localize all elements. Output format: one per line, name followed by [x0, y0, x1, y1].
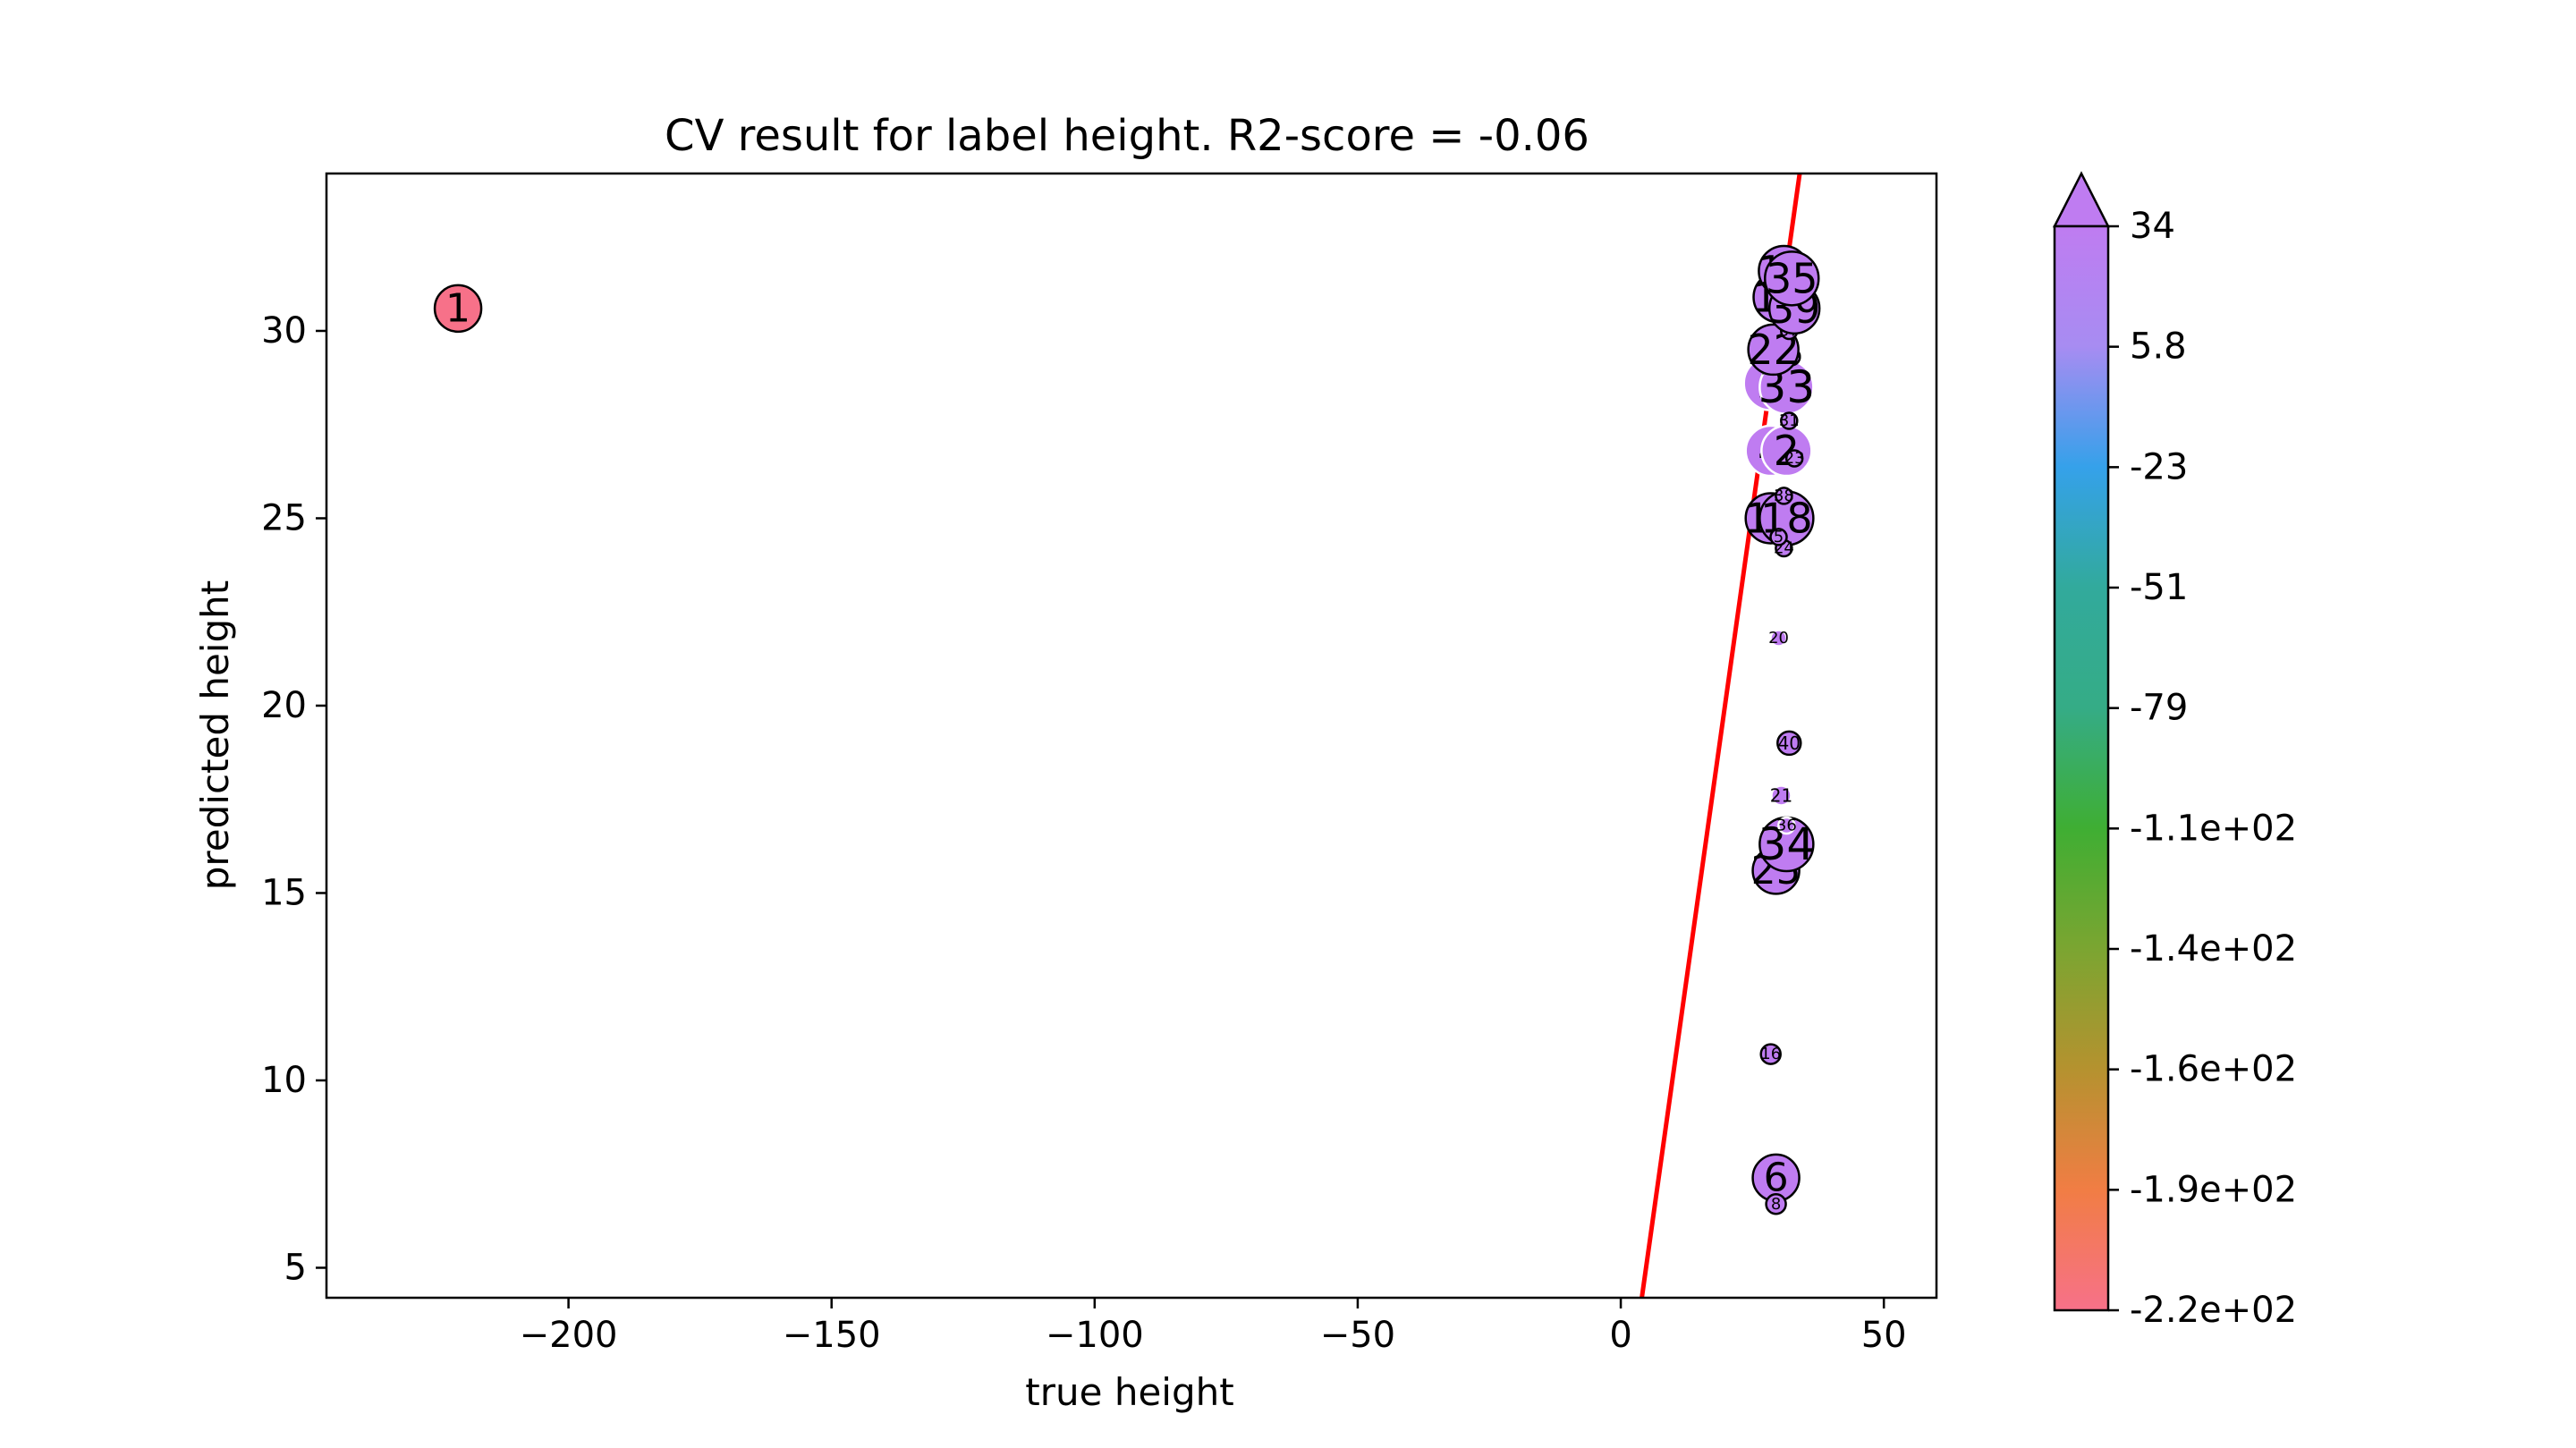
point-label: 38: [1774, 487, 1794, 505]
axes: −200 −150 −100 −50 0 50 5 10 15 20 25 30: [261, 310, 1907, 1356]
y-tick-label: 25: [261, 497, 307, 538]
x-tick-label: −50: [1320, 1315, 1395, 1356]
point-label: 20: [1768, 629, 1789, 648]
point-label: 6: [1764, 1155, 1789, 1200]
colorbar-gradient: [2053, 224, 2110, 1312]
x-tick-label: 50: [1861, 1315, 1907, 1356]
x-axis-label: true height: [1025, 1370, 1233, 1414]
colorbar-tick-label: -1.4e+02: [2130, 928, 2297, 970]
data-point: [1763, 250, 1820, 307]
data-point: [1780, 411, 1799, 430]
y-tick-label: 15: [261, 872, 307, 913]
colorbar-tick-label: -23: [2130, 446, 2188, 487]
point-label: 36: [1776, 817, 1797, 835]
data-point: [1775, 487, 1793, 505]
y-axis-label: predicted height: [193, 580, 237, 890]
data-point: [1769, 629, 1788, 648]
point-label: 5: [1774, 528, 1784, 546]
point-label: 40: [1778, 732, 1801, 754]
colorbar-tick-label: 34: [2130, 206, 2175, 247]
chart-title: CV result for label height. R2-score = -…: [665, 111, 1589, 161]
y-tick-label: 20: [261, 685, 307, 726]
point-label: 8: [1771, 1195, 1781, 1214]
plot-frame: [325, 172, 1938, 1300]
y-tick-label: 5: [284, 1247, 307, 1288]
x-tick-label: −150: [783, 1315, 881, 1356]
point-label: 21: [1770, 785, 1792, 807]
colorbar-tick-label: -1.6e+02: [2130, 1049, 2297, 1090]
data-point: [433, 284, 483, 334]
point-label: 16: [1760, 1045, 1781, 1063]
data-point: [1765, 1193, 1787, 1215]
colorbar-tick-label: -1.9e+02: [2130, 1169, 2297, 1210]
y-tick-label: 10: [261, 1060, 307, 1101]
data-point: [1784, 449, 1804, 468]
colorbar-tick-label: -51: [2130, 567, 2188, 608]
plot-area: 1681625343621402014183824542233333119223…: [433, 174, 1820, 1298]
x-tick-label: 0: [1609, 1315, 1631, 1356]
y-tick-label: 30: [261, 310, 307, 351]
data-point: [1777, 816, 1796, 835]
data-point: [1770, 784, 1792, 807]
data-point: [1769, 528, 1788, 546]
point-label: 23: [1784, 449, 1805, 468]
colorbar-tick-label: -79: [2130, 688, 2188, 729]
colorbar-tick-label: -1.1e+02: [2130, 808, 2297, 849]
point-label: 1: [445, 285, 470, 331]
colorbar: 34 5.8 -23 -51 -79 -1.1e+02 -1.4e+02 -1.6e+02 -1…: [2052, 171, 2297, 1331]
data-point: [1776, 730, 1802, 757]
point-label: 35: [1766, 254, 1818, 302]
data-point: [1759, 1043, 1782, 1065]
colorbar-tick-label: -2.2e+02: [2130, 1290, 2297, 1331]
point-label: 31: [1779, 411, 1800, 430]
colorbar-tick-label: 5.8: [2130, 326, 2187, 368]
x-tick-label: −100: [1046, 1315, 1144, 1356]
x-tick-label: −200: [520, 1315, 618, 1356]
